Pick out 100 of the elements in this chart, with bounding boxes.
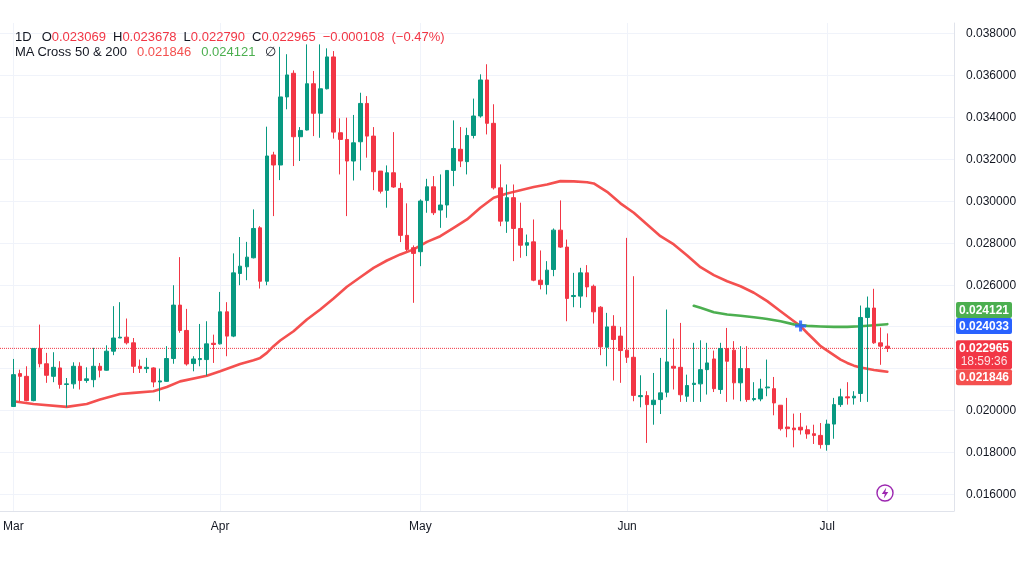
candlestick [445, 169, 449, 219]
candlestick [485, 63, 489, 135]
candlestick [585, 264, 589, 298]
candlestick [865, 296, 870, 403]
candlestick [531, 218, 536, 282]
candlestick [832, 397, 836, 440]
candlestick [792, 413, 796, 448]
candlestick [391, 131, 396, 189]
candlestick [872, 288, 876, 345]
candlestick [331, 50, 336, 140]
candlestick [825, 419, 830, 452]
candlestick [358, 92, 363, 171]
candlestick [31, 347, 36, 402]
text: 0.024033 [958, 319, 1010, 333]
y-tick-label: 0.032000 [966, 152, 1017, 167]
candlestick [645, 390, 649, 444]
candlestick [238, 236, 242, 286]
candlestick [298, 126, 303, 162]
candlestick [318, 43, 323, 139]
candlestick [11, 358, 16, 407]
candlestick [465, 127, 469, 175]
y-tick-label: 0.026000 [966, 277, 1017, 292]
candlestick [365, 95, 369, 159]
candlestick [418, 198, 423, 267]
candlestick [705, 342, 709, 396]
candlestick [104, 344, 109, 372]
candlestick [651, 372, 656, 426]
candlestick [325, 47, 329, 90]
candlestick [838, 388, 843, 408]
candlestick [692, 342, 696, 403]
candlestick [385, 164, 389, 209]
candlestick [98, 362, 102, 378]
x-tick-label: May [408, 519, 432, 533]
candlestick [398, 182, 403, 243]
candlestick [545, 260, 549, 295]
candlestick [478, 73, 483, 119]
candlestick [171, 284, 176, 365]
candlestick [218, 291, 222, 345]
y-tick-label: 0.036000 [966, 68, 1017, 83]
candlestick [778, 404, 783, 432]
y-tick-label: 0.028000 [966, 235, 1017, 250]
candlestick [164, 345, 169, 383]
y-tick-label: 0.018000 [966, 445, 1017, 460]
candlestick [578, 267, 583, 309]
candlestick [591, 284, 596, 325]
candlestick [571, 272, 576, 308]
candlestick [812, 424, 816, 445]
candlestick [64, 377, 69, 408]
candlestick [798, 412, 803, 436]
candlestick [738, 345, 743, 402]
candlestick [258, 225, 262, 290]
candlestick [345, 117, 349, 217]
ref-line-label: 0.022965 18:59:36 [958, 341, 1010, 369]
candlestick [158, 368, 162, 402]
candlestick [311, 70, 316, 137]
candlestick [538, 249, 543, 290]
text: 0.021846 [958, 370, 1010, 385]
candlestick [124, 318, 129, 345]
candlestick [231, 252, 236, 338]
candlestick [271, 151, 276, 217]
candlestick [405, 202, 409, 252]
candlestick [471, 98, 476, 139]
y-tick-label: 0.016000 [966, 487, 1017, 502]
candlestick [765, 359, 770, 397]
candlestick [558, 199, 563, 249]
candlestick [451, 119, 456, 187]
candlestick [785, 397, 790, 438]
candlestick [685, 374, 689, 403]
candlestick [291, 69, 296, 167]
candlestick [491, 103, 496, 191]
candlestick [818, 422, 823, 450]
candlestick [84, 366, 89, 384]
candlestick [411, 244, 416, 304]
candlestick [605, 312, 609, 367]
candlestick [425, 178, 429, 214]
candlestick [144, 357, 149, 374]
x-tick-label: Jun [617, 519, 637, 533]
y-tick-label: 0.034000 [966, 110, 1017, 125]
candlestick [565, 239, 569, 322]
candlestick [638, 374, 643, 408]
candlestick [91, 347, 96, 388]
candlestick [265, 126, 269, 286]
candlestick [191, 355, 196, 372]
candlestick [138, 359, 142, 374]
candlestick [852, 390, 856, 406]
candlestick [118, 301, 122, 339]
candlestick [24, 365, 29, 402]
candlestick [698, 339, 703, 403]
candlestick [438, 173, 443, 229]
candlestick [378, 170, 383, 194]
candlestick [525, 234, 529, 257]
candlestick [44, 352, 49, 384]
y-tick-label: 0.020000 [966, 403, 1017, 418]
candlestick [58, 360, 62, 390]
candlestick [78, 361, 82, 391]
candlestick [845, 381, 850, 406]
y-tick-label: 0.038000 [966, 26, 1017, 41]
candlestick [204, 320, 209, 377]
y-tick-label: 0.030000 [966, 194, 1017, 209]
text: O0.023069 H0.023678 L0.022790 C0.022965 −0.000108 (−0.47%) [41, 29, 445, 44]
